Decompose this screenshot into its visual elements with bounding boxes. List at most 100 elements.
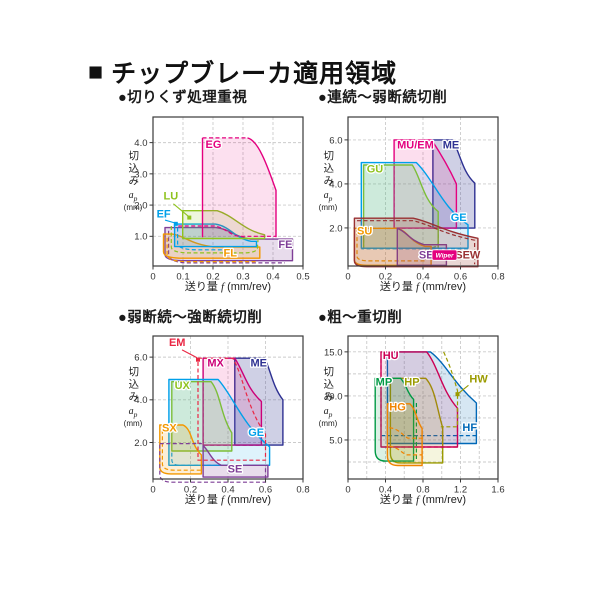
region-label-MU/EM: MU/EM <box>397 139 434 151</box>
chart2-x-axis-label: 送り量 f (mm/rev) <box>379 281 467 293</box>
x-tick-label: 0.6 <box>259 485 272 496</box>
chart3-x-axis-label: 送り量 f (mm/rev) <box>184 494 272 506</box>
region-label-SX: SX <box>162 422 177 434</box>
chart2-y-axis-label: 切込み ap (mm) <box>318 150 338 212</box>
x-tick-label: 0 <box>150 485 155 496</box>
chart4-x-axis-label: 送り量 f (mm/rev) <box>379 494 467 506</box>
chart1-x-axis-label: 送り量 f (mm/rev) <box>184 281 272 293</box>
x-tick-label: 0.2 <box>206 272 219 283</box>
leader-line-EM <box>181 349 198 359</box>
x-tick-label: 0.1 <box>176 272 189 283</box>
y-tick-label: 1.0 <box>134 232 147 243</box>
region-dashed-edge-EF <box>177 227 227 251</box>
x-tick-label: 0.4 <box>266 272 279 283</box>
y-tick-label: 2.0 <box>134 200 147 211</box>
region-FL <box>162 233 261 259</box>
y-tick-label: 2.0 <box>134 438 147 449</box>
region-label-EG: EG <box>206 139 222 151</box>
y-tick-label: 6.0 <box>134 353 147 364</box>
region-label-LU: LU <box>164 190 179 202</box>
y-tick-label: 4.0 <box>329 179 342 190</box>
marker-HW <box>455 392 460 397</box>
region-dashed-edge-FE <box>168 230 285 264</box>
x-tick-label: 0.2 <box>379 272 392 283</box>
region-label-MP: MP <box>376 376 393 388</box>
chart1-heading: ●切りくず処理重視 <box>118 90 248 106</box>
region-label-SU: SU <box>357 226 372 238</box>
x-tick-label: 0.8 <box>491 272 504 283</box>
page-title: ■ チップブレーカ適用領域 <box>88 54 397 90</box>
region-label-SE: SE <box>228 463 243 475</box>
y-tick-label: 4.0 <box>134 138 147 149</box>
region-dashed-edge-HW <box>440 351 459 428</box>
region-dashed-edge-HU <box>380 358 459 448</box>
region-label-SE: SE <box>419 249 434 261</box>
region-SX <box>159 424 203 475</box>
region-label-FE: FE <box>278 239 292 251</box>
y-tick-label: 5.0 <box>329 435 342 446</box>
y-tick-label: 6.0 <box>329 135 342 146</box>
chart1-y-axis-label: 切込み ap (mm) <box>123 150 143 212</box>
region-EF <box>173 223 258 248</box>
region-label-EM: EM <box>169 337 186 349</box>
region-label-HW: HW <box>469 373 488 385</box>
region-label-MX: MX <box>207 358 224 370</box>
region-label-GU: GU <box>367 163 384 175</box>
region-EG <box>202 137 276 238</box>
region-label-HU: HU <box>383 350 399 362</box>
leader-line-EF <box>164 219 175 224</box>
region-dashed-edge-SEW <box>357 220 476 265</box>
region-dashed-edge-SX <box>161 429 201 471</box>
region-dashed-edge-HG <box>389 427 423 456</box>
x-tick-label: 0 <box>345 485 350 496</box>
marker-LU <box>187 215 192 220</box>
x-tick-label: 0.5 <box>296 272 309 283</box>
region-label-FL: FL <box>224 247 238 259</box>
region-label-EF: EF <box>157 209 171 221</box>
region-dashed-edge-GE <box>171 450 270 466</box>
chart2-heading: ●連続〜弱断続切削 <box>318 90 448 106</box>
region-solid-edge-EG <box>201 137 277 238</box>
chart3-y-axis-label: 切込み ap (mm) <box>123 366 143 428</box>
y-tick-label: 3.0 <box>134 169 147 180</box>
x-tick-label: 1.6 <box>491 485 504 496</box>
region-HF <box>386 351 478 445</box>
title-text: チップブレーカ適用領域 <box>111 60 398 88</box>
region-dashed-edge-SE <box>159 443 267 483</box>
y-tick-label: 10.0 <box>324 391 343 402</box>
region-MP <box>374 377 415 462</box>
region-label-SEW: SEW <box>455 249 481 261</box>
x-tick-label: 0 <box>345 272 350 283</box>
x-tick-label: 0.8 <box>416 485 429 496</box>
region-GE <box>360 161 469 249</box>
x-tick-label: 0 <box>150 272 155 283</box>
wiper-badge <box>431 249 458 261</box>
region-label-ME: ME <box>251 358 268 370</box>
region-label-HG: HG <box>389 401 406 413</box>
region-dashed-edge-SU <box>356 230 427 262</box>
x-tick-label: 0.4 <box>379 485 392 496</box>
chart4-y-axis-label: 切込み ap (mm) <box>318 366 338 428</box>
region-ME <box>432 139 476 229</box>
x-tick-label: 0.6 <box>454 272 467 283</box>
region-label-ME: ME <box>443 139 460 151</box>
title-square-icon: ■ <box>88 57 105 86</box>
wiper-badge-label: Wiper <box>436 252 454 259</box>
y-tick-label: 4.0 <box>134 395 147 406</box>
x-tick-label: 0.2 <box>184 485 197 496</box>
chart4-plot: HF HP HU MP HG HW 0 0.4 0.8 1.2 1.6 5.0 10.0 15.0 <box>324 335 505 496</box>
region-dashed-edge-EM <box>197 357 267 461</box>
marker-EF <box>173 221 178 226</box>
region-label-HP: HP <box>404 376 419 388</box>
x-tick-label: 0.4 <box>416 272 429 283</box>
region-dashed-edge-MU/EM <box>393 164 457 229</box>
region-HU <box>380 351 459 448</box>
leader-line-LU <box>173 203 189 217</box>
region-HG <box>386 403 423 467</box>
y-tick-label: 2.0 <box>329 223 342 234</box>
region-dashed-edge-FL <box>166 237 258 263</box>
marker-EM <box>196 357 200 362</box>
x-tick-label: 0.4 <box>221 485 234 496</box>
